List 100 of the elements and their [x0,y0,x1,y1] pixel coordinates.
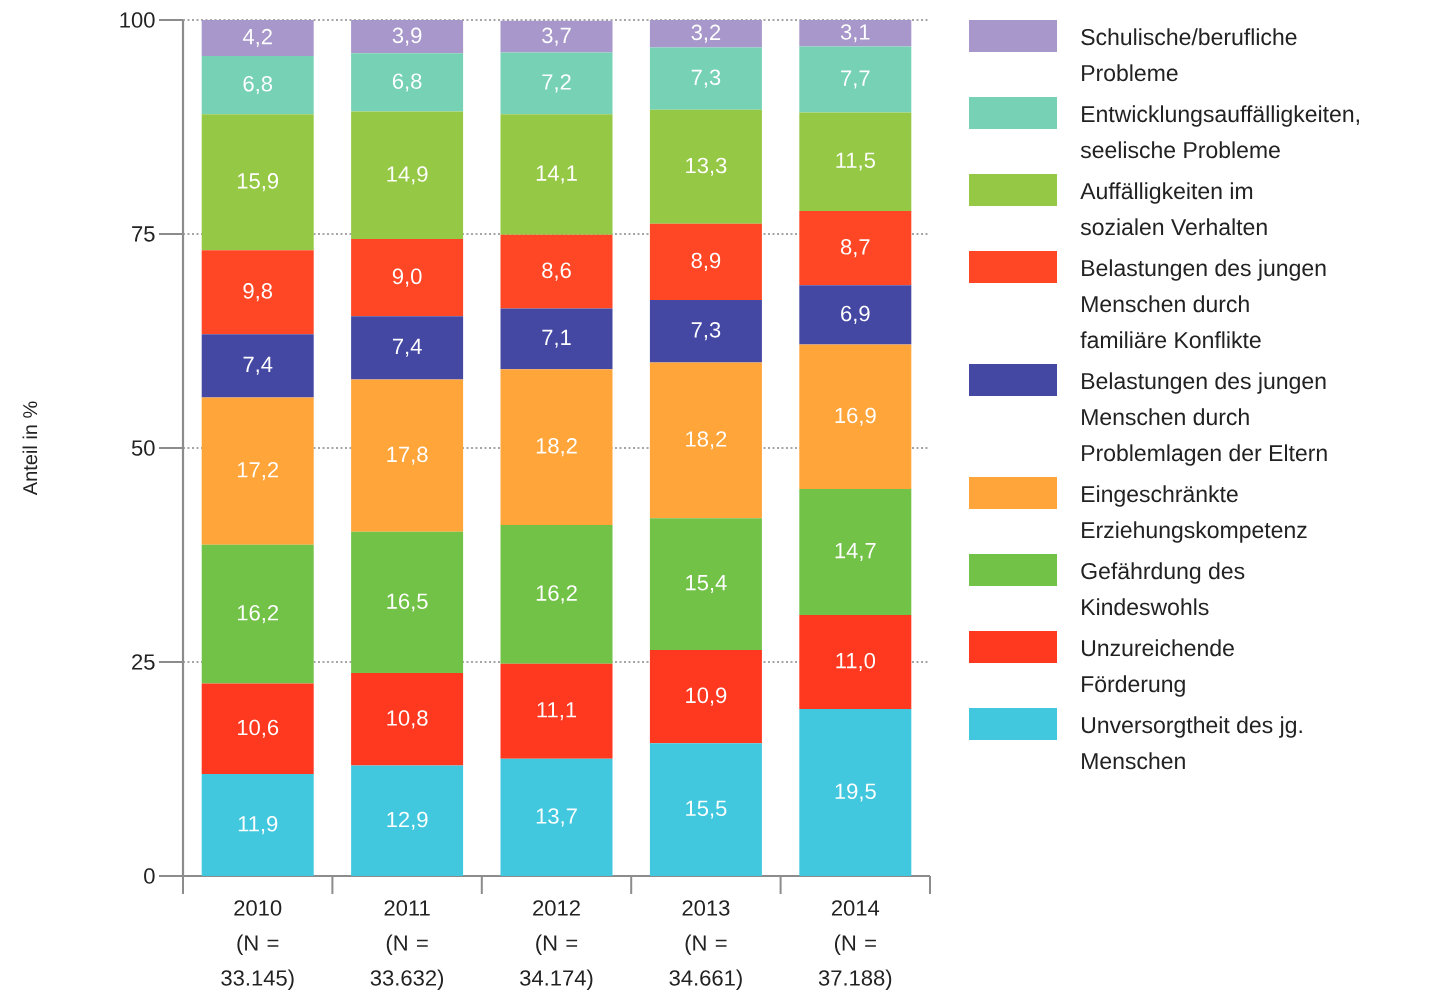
y-tick-label: 50 [131,440,155,456]
data-label: 10,8 [387,710,428,729]
data-label: 15,9 [237,173,279,192]
bar [649,223,762,300]
bar [649,19,762,48]
bar [799,344,912,490]
data-label: 8,7 [840,239,870,258]
bar [201,334,314,398]
data-label: 16,9 [835,407,876,426]
bar [351,765,464,876]
bar [201,397,314,545]
bar [351,239,464,317]
bar [351,316,464,380]
bar [201,19,314,56]
x-tick-label: 2011 (N = 33.632) [370,900,444,991]
data-label: 12,9 [387,811,428,830]
legend-label: Unversorgtheit des jg. Menschen [1081,716,1302,770]
data-label: 18,2 [536,438,577,457]
data-label: 3,7 [542,27,571,46]
data-label: 3,2 [691,24,721,43]
bar [201,114,314,251]
bar [799,489,912,615]
bar [649,743,762,876]
data-label: 11,0 [836,652,876,672]
data-label: 6,9 [841,305,870,324]
bar [500,663,613,759]
data-label: 10,9 [686,687,727,706]
legend-label: Schulische/berufliche Probleme [1081,28,1297,82]
data-label: 6,8 [392,73,422,92]
bar [201,55,314,115]
x-tick-label: 2014 (N = 37.188) [818,900,892,991]
data-label: 6,8 [243,75,273,95]
data-label: 11,1 [537,702,577,721]
y-tick-label: 0 [144,868,155,884]
bar [500,758,613,876]
legend-label: Gefährdung des Kindeswohls [1081,562,1245,616]
legend-label: Unzureichende Förderung [1081,639,1234,697]
data-label: 16,2 [237,604,279,624]
data-label: 7,4 [243,356,273,375]
legend-label: Belastungen des jungen Menschen durch Problemlagen der Eltern [1082,372,1327,466]
data-label: 13,3 [686,157,727,176]
bar [351,673,464,766]
bar [799,614,912,710]
bar [649,47,762,110]
bar [799,285,912,345]
data-label: 17,8 [387,446,428,465]
data-label: 7,1 [542,329,571,348]
data-label: 3,1 [840,24,870,43]
bar [500,52,613,115]
data-label: 9,0 [392,268,422,287]
data-label: 7,2 [542,74,571,93]
data-label: 10,6 [237,719,279,738]
bar [799,46,912,113]
bar [500,234,613,309]
bar [799,709,912,876]
data-label: 16,5 [387,593,428,612]
data-label: 19,5 [835,783,876,802]
bar [649,650,762,744]
bar [351,379,464,532]
bar [649,109,762,224]
y-tick-label: 75 [132,226,155,242]
bar [500,114,613,235]
data-label: 11,5 [836,152,875,171]
x-tick-label: 2013 (N = 34.661) [669,900,742,991]
bar [500,369,613,526]
y-axis-title: Anteil in % [22,401,38,496]
data-label: 7,7 [841,70,870,89]
data-label: 3,9 [392,27,422,46]
data-label: 11,9 [238,815,278,835]
data-label: 7,3 [691,69,721,88]
data-label: 13,7 [536,808,577,827]
bar [351,531,464,674]
bar [799,19,912,47]
data-label: 8,9 [691,252,721,271]
data-label: 18,2 [686,431,727,450]
legend-label: Auffälligkeiten im sozialen Verhalten [1080,182,1267,236]
data-label: 15,4 [686,575,727,594]
data-label: 14,9 [387,166,428,185]
bar [500,525,613,664]
legend-label: Belastungen des jungen Menschen durch familiäre Konflikte [1080,259,1326,349]
bar [201,250,314,335]
data-label: 17,2 [237,462,279,481]
bar [500,20,613,53]
data-label: 7,3 [691,322,721,341]
data-label: 14,1 [536,165,577,184]
legend-label: Eingeschränkte Erziehungskompetenz [1082,485,1307,543]
bar [201,544,314,684]
bar [649,362,762,519]
data-label: 16,2 [536,585,577,604]
bar [799,112,912,211]
bar [649,299,762,363]
bar [201,683,314,775]
bar [201,774,314,876]
y-tick-label: 25 [132,654,155,670]
bar [351,53,464,112]
data-label: 4,2 [242,28,272,48]
x-tick-label: 2010 (N = 33.145) [221,900,294,991]
legend-label: Entwicklungsauffälligkeiten, seelische Probleme [1080,105,1359,159]
bar [649,518,762,650]
data-label: 14,7 [835,543,876,561]
